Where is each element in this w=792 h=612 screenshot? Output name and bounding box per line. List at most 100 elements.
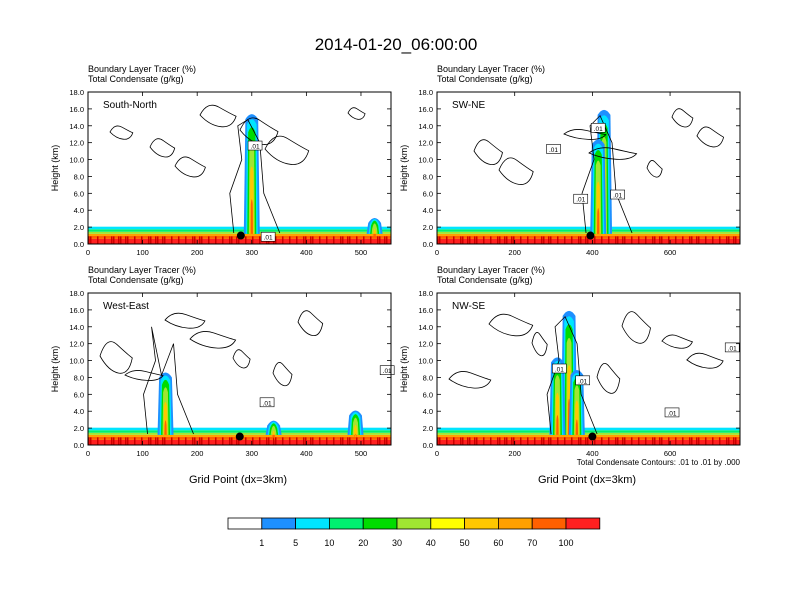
x-tick-label: 0 [86,248,90,257]
boundary-layer-speckle [437,236,439,244]
y-tick-label: 4.0 [74,206,84,215]
x-tick-label: 200 [508,449,521,458]
boundary-layer-speckle [668,236,670,244]
boundary-layer-speckle [719,437,721,445]
boundary-layer-speckle [162,437,164,445]
boundary-layer-speckle [155,437,157,445]
condensate-contour [272,362,293,387]
x-tick-label: 500 [355,449,368,458]
boundary-layer-speckle [719,236,721,244]
x-tick-label: 400 [300,449,313,458]
colorbar-label: 20 [358,538,368,548]
boundary-layer-speckle [578,236,580,244]
boundary-layer-speckle [273,437,275,445]
plume [163,401,168,435]
boundary-layer-speckle [733,437,735,445]
y-tick-label: 4.0 [74,407,84,416]
boundary-layer-band [88,427,391,431]
boundary-layer-speckle [340,437,342,445]
contour-label: .01 [728,345,737,352]
plume [371,223,378,234]
panel-header-tracer: Boundary Layer Tracer (%) [437,265,545,275]
plume [164,420,167,435]
boundary-layer-speckle [638,437,640,445]
boundary-layer-speckle [705,236,707,244]
boundary-layer-speckle [608,437,610,445]
boundary-layer-speckle [178,236,180,244]
contour-label-box [260,231,276,242]
boundary-layer-speckle [363,437,365,445]
boundary-layer-speckle [601,437,603,445]
boundary-layer-speckle [453,437,455,445]
boundary-layer-speckle [550,437,552,445]
boundary-layer-speckle [259,236,261,244]
colorbar-label: 100 [558,538,573,548]
boundary-layer-speckle [499,437,501,445]
boundary-layer-speckle [231,437,233,445]
boundary-layer-speckle [104,236,106,244]
plume [372,228,377,234]
y-tick-label: 16.0 [418,105,433,114]
colorbar-swatch [464,517,499,530]
boundary-layer-speckle [127,236,129,244]
boundary-layer-speckle [689,236,691,244]
x-tick-label: 400 [586,449,599,458]
boundary-layer-speckle [296,437,298,445]
condensate-contour [686,352,724,369]
boundary-layer-speckle [238,236,240,244]
contour-label: .01 [578,378,587,385]
contour-label: .01 [251,144,260,151]
contour-label: .01 [576,197,585,204]
panel-name: West-East [103,301,149,312]
y-tick-label: 2.0 [74,424,84,433]
boundary-layer-speckle [282,437,284,445]
boundary-layer-speckle [587,437,589,445]
boundary-layer-speckle [162,236,164,244]
boundary-layer-speckle [698,236,700,244]
boundary-layer-speckle [342,437,344,445]
boundary-layer-speckle [113,236,115,244]
boundary-layer-speckle [199,236,201,244]
panel-header-tracer: Boundary Layer Tracer (%) [88,64,196,74]
boundary-layer-speckle [557,236,559,244]
x-tick-label: 500 [355,248,368,257]
colorbar-swatch [430,517,465,530]
condensate-contour [143,326,194,435]
x-tick-label: 400 [586,248,599,257]
boundary-layer-speckle [534,236,536,244]
boundary-layer-speckle [659,437,661,445]
main-title: 2014-01-20_06:00:00 [315,35,478,54]
contour-label: .01 [383,368,392,375]
boundary-layer-speckle [333,236,335,244]
boundary-layer-speckle [585,236,587,244]
boundary-layer-speckle [148,437,150,445]
boundary-layer-speckle [310,437,312,445]
colorbar-swatch [396,517,432,530]
boundary-layer-speckle [229,437,231,445]
boundary-layer-speckle [141,437,143,445]
boundary-layer-speckle [356,437,358,445]
boundary-layer-speckle [548,236,550,244]
y-tick-label: 2.0 [423,424,433,433]
colorbar-label: 10 [324,538,334,548]
boundary-layer-speckle [543,437,545,445]
x-tick-label: 0 [86,449,90,458]
boundary-layer-speckle [661,437,663,445]
y-tick-label: 18.0 [418,289,433,298]
y-tick-label: 6.0 [74,390,84,399]
contour-label-box [610,189,625,200]
y-tick-label: 2.0 [423,223,433,232]
boundary-layer-speckle [439,236,441,244]
panels-group: Boundary Layer Tracer (%)Total Condensat… [50,64,741,458]
boundary-layer-speckle [275,437,277,445]
boundary-layer-speckle [645,236,647,244]
boundary-layer-speckle [675,437,677,445]
colorbar-label: 5 [293,538,298,548]
boundary-layer-speckle [661,236,663,244]
x-axis-label-left: Grid Point (dx=3km) [189,474,287,486]
plume [272,434,275,443]
y-tick-label: 16.0 [69,105,84,114]
contour-label: .01 [555,367,564,374]
panel-west-east: Boundary Layer Tracer (%)Total Condensat… [50,265,395,458]
location-marker [236,231,245,240]
